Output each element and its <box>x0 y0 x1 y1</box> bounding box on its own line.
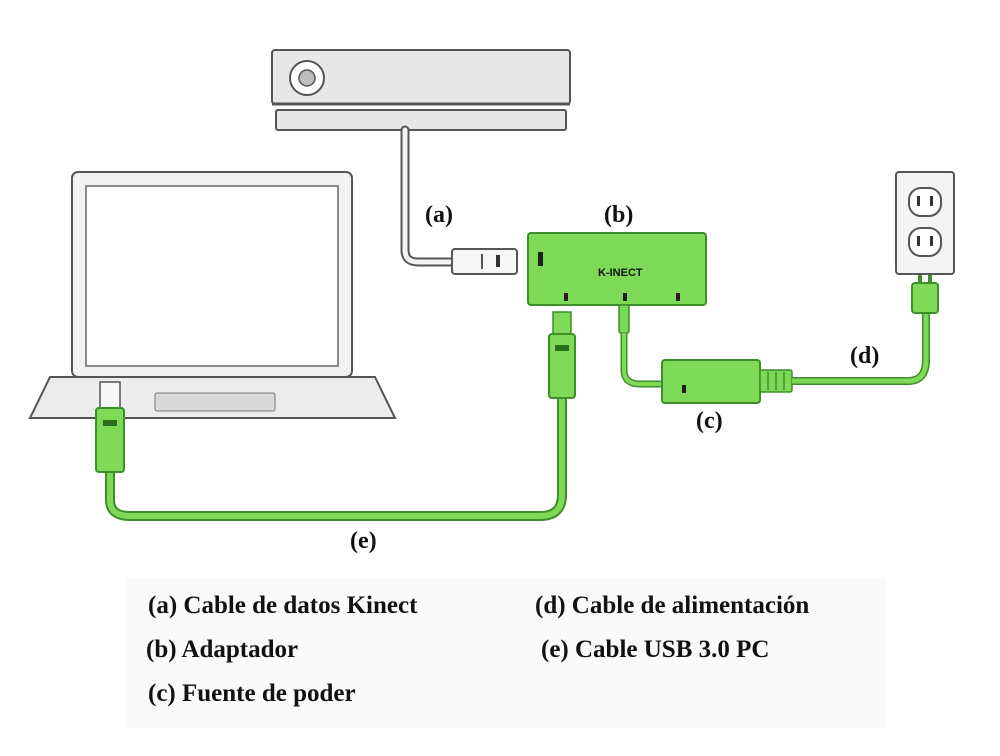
kinect-connector <box>451 248 518 275</box>
cable-a-kinect-data <box>400 125 518 275</box>
socket-icon <box>908 227 942 257</box>
legend: (a) Cable de datos Kinect (d) Cable de a… <box>125 578 885 728</box>
label-b: (b) <box>604 202 633 228</box>
label-c: (c) <box>696 408 723 434</box>
legend-item-e: (e) Cable USB 3.0 PC <box>541 636 770 663</box>
usb-plug-laptop <box>99 381 121 409</box>
cable-e-usb <box>95 311 576 521</box>
legend-item-b: (b) Adaptador <box>146 636 299 663</box>
label-d: (d) <box>850 343 879 369</box>
usb-logo-icon <box>555 345 569 351</box>
kinect-sensor <box>271 49 571 131</box>
legend-item-c: (c) Fuente de poder <box>148 680 356 707</box>
usb-connector-laptop <box>95 407 125 473</box>
legend-item-a: (a) Cable de datos Kinect <box>148 592 418 619</box>
laptop-screen <box>85 185 339 367</box>
kinect-base <box>275 109 567 131</box>
legend-item-d: (d) Cable de alimentación <box>535 592 810 619</box>
label-e: (e) <box>350 528 377 554</box>
usb-logo-icon <box>103 420 117 426</box>
label-a: (a) <box>425 202 453 228</box>
socket-icon <box>908 187 942 217</box>
wall-outlet <box>895 171 955 275</box>
cable-adapter-to-supply <box>618 304 666 388</box>
power-supply-body <box>661 359 761 404</box>
power-supply <box>661 359 793 404</box>
laptop <box>28 171 397 419</box>
wall-plug <box>911 282 939 314</box>
laptop-trackpad <box>154 392 276 412</box>
adapter-body <box>527 232 707 306</box>
adapter-box: K-INECT <box>527 232 707 306</box>
adapter-brand-label: K-INECT <box>598 267 643 279</box>
usb-connector-adapter <box>548 333 576 399</box>
